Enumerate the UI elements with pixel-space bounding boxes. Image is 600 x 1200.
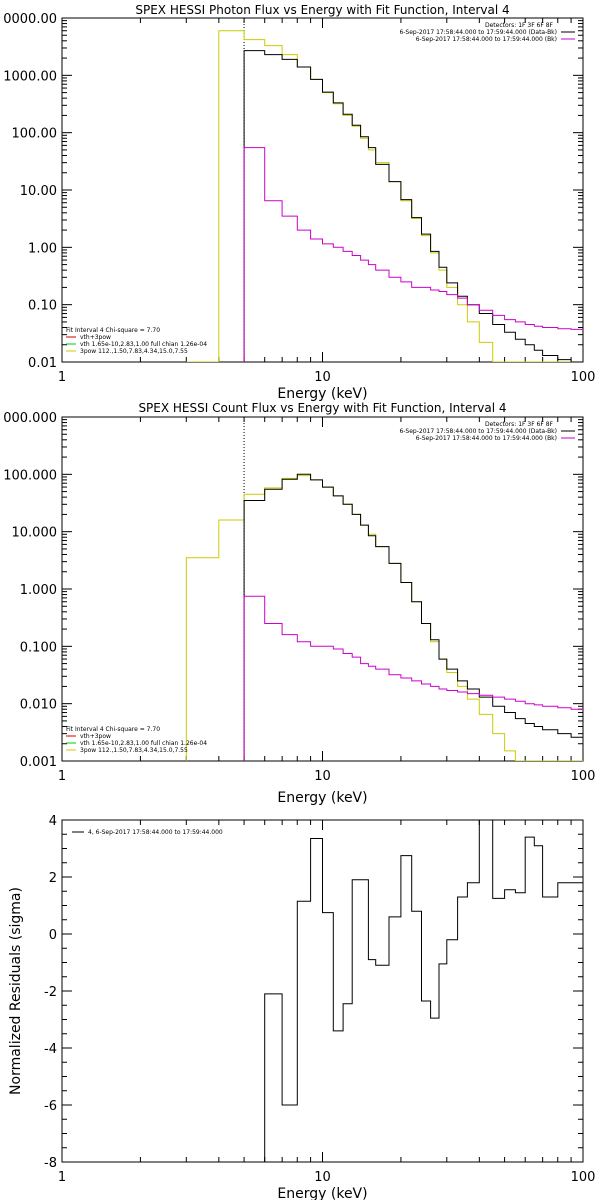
legend-entry-label: vth 1.65e-10,2.83,1.00 full chian 1.26e-… xyxy=(80,341,207,348)
chart-title: SPEX HESSI Photon Flux vs Energy with Fi… xyxy=(135,3,509,17)
series-data xyxy=(243,50,583,362)
x-tick-label: 1 xyxy=(58,769,66,784)
series-fit xyxy=(186,30,583,362)
legend-entry-label: 3pow 112.,1.50,7.83,4.34,15.0,7.55 xyxy=(80,348,188,355)
y-tick-label: 10.000 xyxy=(12,526,58,541)
series-residuals xyxy=(244,820,583,1162)
legend-detectors: Detectors: 1F 3F 6F 8F xyxy=(485,22,554,29)
y-tick-label: 1.000 xyxy=(20,583,57,598)
legend-detectors: Detectors: 1F 3F 6F 8F xyxy=(485,421,554,428)
y-tick-label: 2 xyxy=(49,871,57,886)
y-tick-label: 100.000 xyxy=(3,468,57,483)
y-tick-label: -8 xyxy=(44,1156,57,1171)
x-axis-label: Energy (keV) xyxy=(277,790,367,806)
y-tick-label: 0.010 xyxy=(20,698,57,713)
legend-entry-label: 6-Sep-2017 17:58:44.000 to 17:59:44.000 … xyxy=(416,36,557,43)
legend-entry-label: vth+3pow xyxy=(80,733,111,740)
x-tick-label: 100 xyxy=(571,1170,596,1185)
legend-fit-header: Fit Interval 4 Chi-square = 7.70 xyxy=(66,327,160,334)
series-group xyxy=(186,30,583,362)
x-tick-label: 100 xyxy=(571,769,596,784)
legend-entry-label: 6-Sep-2017 17:58:44.000 to 17:59:44.000 … xyxy=(399,29,557,36)
y-tick-label: 1.00 xyxy=(28,241,57,256)
legend-entry-label: 4, 6-Sep-2017 17:58:44.000 to 17:59:44.0… xyxy=(88,829,223,836)
x-tick-label: 1 xyxy=(58,1170,66,1185)
x-tick-label: 10 xyxy=(314,370,331,385)
series-background xyxy=(243,147,583,362)
y-tick-label: 000.000 xyxy=(3,411,57,426)
y-tick-label: 0.001 xyxy=(20,755,57,770)
y-tick-label: 0000.00 xyxy=(3,12,57,27)
x-tick-label: 10 xyxy=(314,1170,331,1185)
series-group xyxy=(185,473,583,761)
x-axis-label: Energy (keV) xyxy=(277,1186,367,1200)
y-tick-label: 0.10 xyxy=(28,299,57,314)
chart-photon: SPEX HESSI Photon Flux vs Energy with Fi… xyxy=(3,3,595,402)
axes-frame xyxy=(61,17,584,363)
y-tick-label: 0.01 xyxy=(28,356,57,371)
y-tick-label: -4 xyxy=(44,1042,57,1057)
chart-residuals: 1 10 100 4 2 0 -2 -4 -6 -8 Energy (keV) Normalized … xyxy=(8,814,595,1200)
legend-entry-label: 3pow 112.,1.50,7.83,4.34,15.0,7.55 xyxy=(80,747,188,754)
x-tick-label: 1 xyxy=(58,370,66,385)
y-tick-label: 0 xyxy=(49,928,57,943)
x-axis-label: Energy (keV) xyxy=(277,386,367,402)
series-group xyxy=(244,820,583,1162)
y-tick-label: 1000.00 xyxy=(3,69,57,84)
legend-entry-label: 6-Sep-2017 17:58:44.000 to 17:59:44.000 … xyxy=(416,435,557,442)
y-tick-label: 100.00 xyxy=(12,127,58,142)
chart-count: SPEX HESSI Count Flux vs Energy with Fit… xyxy=(3,401,595,806)
y-tick-label: 10.00 xyxy=(20,184,57,199)
series-background xyxy=(243,595,583,761)
y-tick-label: 0.100 xyxy=(20,640,57,655)
y-tick-label: -6 xyxy=(44,1099,57,1114)
legend-entry-label: 6-Sep-2017 17:58:44.000 to 17:59:44.000 … xyxy=(399,428,557,435)
y-tick-label: -2 xyxy=(44,985,57,1000)
x-tick-label: 100 xyxy=(571,370,596,385)
x-tick-label: 10 xyxy=(314,769,331,784)
legend-entry-label: vth 1.65e-10,2.83,1.00 full chian 1.26e-… xyxy=(80,740,207,747)
legend-fit-header: Fit Interval 4 Chi-square = 7.70 xyxy=(66,726,160,733)
chart-title: SPEX HESSI Count Flux vs Energy with Fit… xyxy=(138,401,506,415)
y-tick-label: 4 xyxy=(49,814,57,829)
series-data xyxy=(243,473,583,761)
y-axis-label: Normalized Residuals (sigma) xyxy=(8,887,24,1095)
legend-entry-label: vth+3pow xyxy=(80,334,111,341)
